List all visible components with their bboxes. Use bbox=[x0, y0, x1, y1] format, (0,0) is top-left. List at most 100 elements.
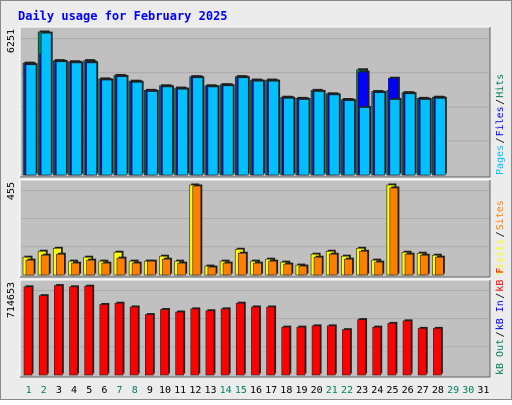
x-day-label: 15 bbox=[235, 385, 247, 396]
top-legend-label: Files bbox=[495, 106, 506, 136]
x-day-label: 30 bbox=[462, 385, 474, 396]
middle-bar-sites bbox=[146, 260, 156, 276]
bottom-bar-kbf bbox=[357, 319, 366, 376]
middle-bar-sites bbox=[86, 259, 95, 276]
middle-legend-label: Sites bbox=[495, 200, 506, 230]
bottom-bar-kbf bbox=[99, 304, 109, 376]
x-day-label: 27 bbox=[417, 385, 429, 396]
x-day-label: 12 bbox=[189, 385, 201, 396]
x-day-label: 22 bbox=[341, 385, 353, 396]
x-day-label: 25 bbox=[386, 385, 398, 396]
top-bar-pages bbox=[162, 86, 173, 176]
bottom-bar-kbf bbox=[220, 308, 230, 376]
bottom-legend-label: / bbox=[495, 331, 506, 337]
x-day-label: 6 bbox=[101, 385, 107, 396]
bottom-bar-kbf bbox=[281, 326, 291, 376]
middle-bar-sites bbox=[237, 252, 247, 276]
x-day-label: 23 bbox=[356, 385, 368, 396]
bottom-legend-label: kB F bbox=[495, 268, 506, 292]
x-day-label: 18 bbox=[280, 385, 292, 396]
bottom-bar-kbf bbox=[129, 306, 139, 376]
bottom-bar-kbf bbox=[235, 302, 245, 376]
bottom-bar-kbf bbox=[311, 325, 321, 376]
x-day-label: 2 bbox=[41, 385, 47, 396]
middle-bar-sites bbox=[344, 258, 353, 276]
middle-bar-sites bbox=[328, 253, 338, 276]
bottom-bar-kbf bbox=[326, 325, 336, 376]
x-day-label: 9 bbox=[147, 385, 153, 396]
middle-bar-sites bbox=[374, 261, 384, 276]
bottom-bar-kbf bbox=[417, 328, 427, 376]
top-bar-pages bbox=[207, 86, 219, 176]
top-bar-pages bbox=[283, 98, 295, 176]
x-day-label: 26 bbox=[402, 385, 414, 396]
bottom-legend-label: kB Out bbox=[495, 339, 506, 375]
middle-bar-sites bbox=[116, 257, 126, 276]
middle-bar-sites bbox=[435, 256, 444, 276]
top-bar-pages bbox=[404, 93, 416, 176]
x-day-label: 4 bbox=[71, 385, 77, 396]
middle-bar-sites bbox=[389, 187, 399, 276]
middle-bar-sites bbox=[268, 260, 277, 276]
x-day-label: 10 bbox=[159, 385, 171, 396]
middle-bar-sites bbox=[162, 258, 171, 276]
middle-bar-sites bbox=[283, 263, 293, 276]
middle-bar-sites bbox=[101, 262, 111, 276]
x-day-label: 14 bbox=[220, 385, 232, 396]
bottom-y-max-label: 714653 bbox=[6, 282, 17, 318]
top-bar-pages bbox=[298, 99, 310, 176]
bottom-bar-kbf bbox=[144, 314, 154, 376]
top-bar-pages bbox=[268, 80, 279, 176]
top-bar-pages bbox=[237, 77, 249, 176]
x-day-label: 8 bbox=[132, 385, 138, 396]
middle-bar-sites bbox=[222, 262, 232, 276]
top-bar-pages bbox=[389, 99, 401, 176]
x-day-label: 13 bbox=[204, 385, 216, 396]
top-bar-pages bbox=[86, 62, 97, 176]
middle-legend-label: Visits bbox=[495, 239, 506, 275]
top-legend-label: Hits bbox=[495, 74, 506, 98]
top-bar-pages bbox=[222, 85, 234, 176]
bottom-bar-kbf bbox=[266, 306, 275, 376]
top-bar-pages bbox=[344, 100, 355, 176]
x-day-label: 29 bbox=[447, 385, 459, 396]
top-bar-pages bbox=[253, 80, 264, 176]
bottom-legend-label: kB In bbox=[495, 300, 506, 330]
top-legend-label: / bbox=[495, 99, 506, 105]
top-bar-pages bbox=[192, 77, 204, 176]
top-series-pages bbox=[25, 31, 447, 176]
middle-bar-sites bbox=[192, 185, 202, 276]
bottom-bar-kbf bbox=[38, 295, 48, 376]
x-day-label: 21 bbox=[326, 385, 338, 396]
bottom-bar-kbf bbox=[190, 308, 200, 376]
top-bar-pages bbox=[177, 88, 188, 176]
top-bar-pages bbox=[25, 64, 37, 176]
bottom-legend-label: / bbox=[495, 293, 506, 299]
top-bar-pages bbox=[56, 61, 67, 176]
top-bar-pages bbox=[71, 62, 82, 176]
top-bar-pages bbox=[101, 79, 113, 176]
bottom-bar-kbf bbox=[387, 323, 397, 376]
middle-bar-sites bbox=[177, 262, 186, 276]
middle-bar-sites bbox=[359, 250, 368, 276]
top-bar-pages bbox=[419, 99, 431, 176]
top-bar-pages bbox=[374, 92, 386, 176]
middle-bar-sites bbox=[313, 256, 323, 276]
bottom-bar-kbf bbox=[296, 326, 306, 376]
x-day-label: 7 bbox=[117, 385, 123, 396]
top-bar-pages bbox=[435, 98, 446, 176]
bottom-bar-kbf bbox=[251, 306, 260, 376]
bottom-bar-kbf bbox=[84, 285, 93, 376]
x-day-label: 20 bbox=[311, 385, 323, 396]
bottom-bar-kbf bbox=[114, 302, 124, 376]
middle-bar-sites bbox=[419, 254, 429, 276]
bottom-bar-kbf bbox=[433, 328, 442, 376]
chart-title: Daily usage for February 2025 bbox=[18, 9, 228, 23]
x-day-label: 11 bbox=[174, 385, 186, 396]
bottom-bar-kbf bbox=[205, 310, 215, 376]
middle-bar-sites bbox=[40, 254, 50, 276]
top-bar-pages bbox=[313, 91, 325, 176]
